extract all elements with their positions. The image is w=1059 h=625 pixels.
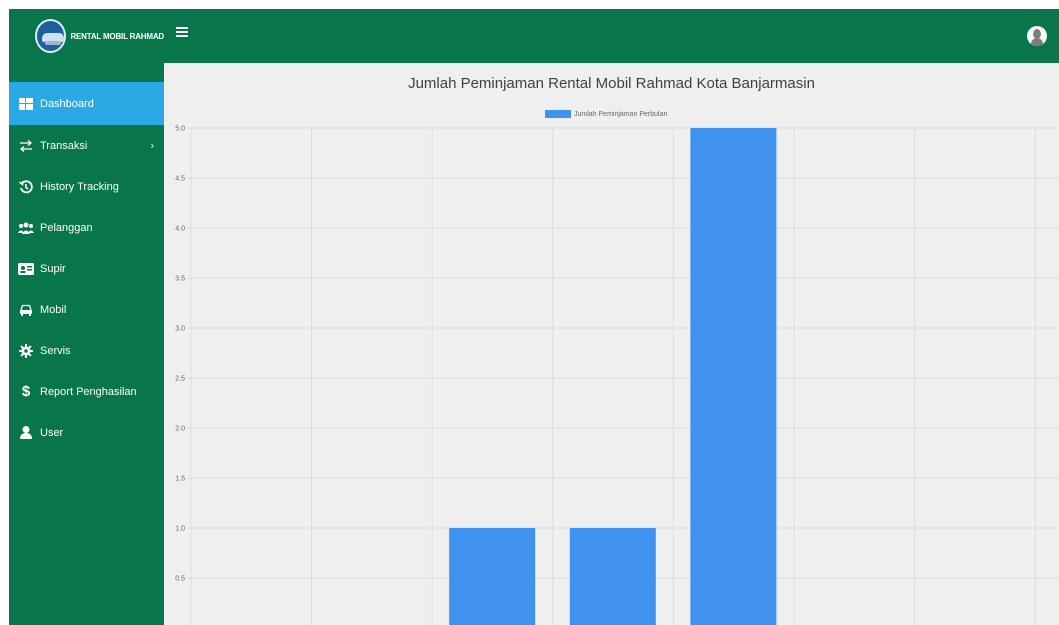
bar-chart: 00.51.01.52.02.53.03.54.04.55.0 (175, 126, 1059, 625)
sidebar-item-dashboard[interactable]: Dashboard (9, 82, 164, 125)
sidebar-item-label: Supir (40, 262, 66, 275)
sidebar-item-report-penghasilan[interactable]: $ Report Penghasilan (9, 371, 164, 412)
dashboard-icon (18, 97, 34, 111)
chart-legend[interactable]: Jumlah Peminjaman Perbulan (545, 110, 667, 118)
history-icon (18, 179, 34, 194)
sidebar-item-pelanggan[interactable]: Pelanggan (9, 207, 164, 248)
brand-name: RENTAL MOBIL RAHMAD (70, 31, 164, 41)
y-tick-label: 3.0 (175, 326, 185, 333)
sidebar-item-mobil[interactable]: Mobil (9, 289, 164, 330)
y-tick-label: 1.0 (175, 526, 185, 533)
sidebar-item-label: Pelanggan (40, 221, 93, 234)
sidebar-item-history-tracking[interactable]: History Tracking (9, 166, 164, 207)
topbar-left-gap (0, 0, 9, 63)
y-tick-label: 0.5 (175, 576, 185, 583)
sidebar-item-label: Report Penghasilan (40, 385, 137, 398)
chevron-right-icon: › (150, 140, 154, 151)
topbar-background (9, 9, 1059, 63)
y-tick-label: 3.5 (175, 276, 185, 283)
sidebar-item-servis[interactable]: Servis (9, 330, 164, 371)
sidebar-item-transaksi[interactable]: Transaksi › (9, 125, 164, 166)
brand-logo (35, 19, 67, 53)
y-tick-label: 5.0 (175, 126, 185, 133)
y-tick-label: 4.0 (175, 226, 185, 233)
top-navbar: RENTAL MOBIL RAHMAD (0, 0, 1059, 63)
sidebar: Dashboard Transaksi › History Tracking P… (9, 63, 164, 625)
sidebar-item-supir[interactable]: Supir (9, 248, 164, 289)
sidebar-item-user[interactable]: User (9, 412, 164, 453)
users-icon (18, 221, 34, 235)
sidebar-item-label: Servis (40, 344, 71, 357)
dollar-icon: $ (21, 383, 31, 400)
exchange-icon (18, 139, 34, 153)
sidebar-item-label: History Tracking (40, 180, 119, 193)
y-tick-label: 2.0 (175, 426, 185, 433)
y-tick-label: 2.5 (175, 376, 185, 383)
y-tick-label: 4.5 (175, 176, 185, 183)
sidebar-item-label: Dashboard (40, 97, 94, 110)
id-card-icon (18, 262, 34, 276)
sidebar-item-label: Transaksi (40, 139, 88, 152)
chart-bar[interactable] (449, 528, 536, 625)
car-icon (18, 303, 34, 317)
chart-title: Jumlah Peminjaman Rental Mobil Rahmad Ko… (408, 75, 815, 92)
legend-swatch (545, 110, 571, 118)
chart-bar[interactable] (569, 528, 656, 625)
brand[interactable]: RENTAL MOBIL RAHMAD (9, 9, 164, 63)
chart-bar[interactable] (690, 128, 777, 625)
y-tick-label: 1.5 (175, 476, 185, 483)
cogs-icon (18, 343, 34, 358)
legend-label: Jumlah Peminjaman Perbulan (574, 110, 668, 118)
menu-toggle-icon[interactable] (176, 27, 188, 37)
sidebar-item-label: Mobil (40, 303, 67, 316)
dashboard-content: Jumlah Peminjaman Rental Mobil Rahmad Ko… (164, 63, 1059, 625)
user-icon (18, 426, 34, 440)
sidebar-item-label: User (40, 426, 64, 439)
user-avatar[interactable] (1027, 26, 1047, 46)
